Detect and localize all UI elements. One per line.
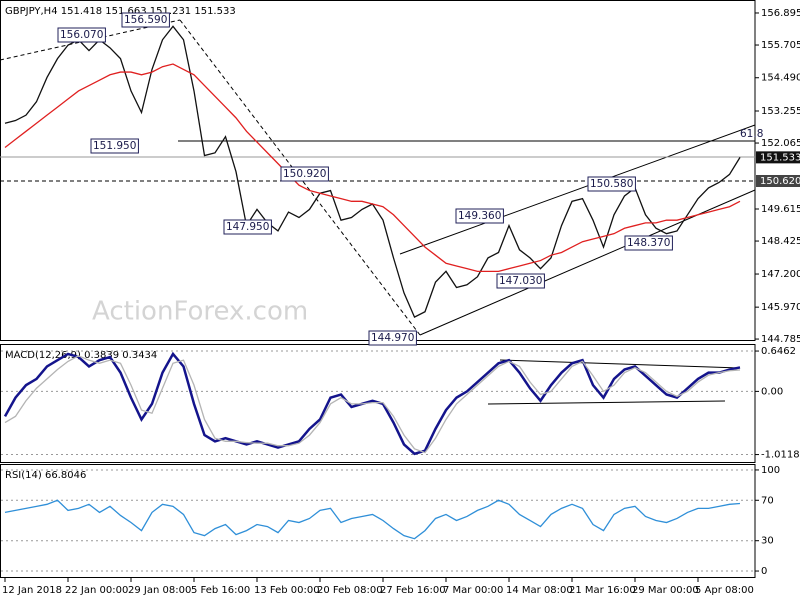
annotation: 144.970 [371, 332, 414, 344]
annotation: 156.590 [124, 14, 167, 26]
y-tick-label: 148.425 [761, 236, 800, 247]
series-line [4, 355, 741, 454]
annotation-box [624, 235, 673, 251]
annotation: 150.920 [283, 168, 326, 180]
x-tick-label: 7 Mar 00:00 [443, 585, 503, 596]
annotation-box [587, 176, 636, 192]
y-tick-label: 0.6462 [761, 346, 796, 357]
y-tick-label: 100 [761, 465, 780, 476]
annotation: 148.370 [627, 237, 670, 249]
annotation: 151.950 [93, 140, 136, 152]
annotation: 149.360 [458, 210, 501, 222]
macd-trend-line [487, 400, 726, 405]
annotation-box [223, 219, 272, 235]
x-tick-label: 14 Mar 08:00 [506, 585, 573, 596]
panel-title: GBPJPY,H4 151.418 151.663 151.231 151.53… [5, 6, 236, 17]
annotation-box [368, 330, 417, 346]
y-tick-label: 149.615 [761, 204, 800, 215]
x-tick-label: 5 Feb 16:00 [191, 585, 250, 596]
y-tick-label: 144.785 [761, 334, 800, 345]
x-tick-label: 13 Feb 00:00 [254, 585, 320, 596]
channel-line [399, 124, 756, 255]
annotation-box [496, 273, 545, 289]
annotation-box [121, 12, 170, 28]
y-tick-label: 145.970 [761, 302, 800, 313]
panel-title: MACD(12,26,9) 0.3839 0.3434 [5, 350, 157, 361]
annotation-box [57, 27, 106, 43]
x-tick-label: 29 Mar 00:00 [632, 585, 699, 596]
x-tick-label: 29 Jan 08:00 [128, 585, 191, 596]
y-tick-label: 153.255 [761, 106, 800, 117]
y-tick-label: 0.00 [761, 386, 783, 397]
y-tick-label: 70 [761, 495, 774, 506]
annotation-box [455, 208, 504, 224]
x-tick-label: 21 Mar 16:00 [569, 585, 636, 596]
macd-trend-line [499, 359, 741, 369]
price-tag-box [756, 175, 800, 187]
y-tick-label: 155.705 [761, 40, 800, 51]
annotation-box [90, 138, 139, 154]
trend-lines [0, 19, 756, 405]
x-tick-label: 27 Feb 16:00 [380, 585, 446, 596]
y-tick-label: 152.065 [761, 138, 800, 149]
x-tick-label: 22 Jan 00:00 [65, 585, 128, 596]
x-tick-label: 12 Jan 2018 [2, 585, 62, 596]
series-line [3, 351, 741, 456]
y-tick-label: 30 [761, 536, 774, 547]
y-tick-label: 0 [761, 566, 767, 577]
watermark: ActionForex.com [92, 297, 308, 327]
annotation-box [280, 166, 329, 182]
price-tag-box [756, 151, 800, 164]
annotation: 150.580 [590, 178, 633, 190]
price-tag: 151.533 [760, 152, 800, 163]
y-tick-label: 156.895 [761, 8, 800, 19]
y-tick-label: -1.0118 [761, 450, 800, 461]
panel-title: RSI(14) 66.8046 [5, 470, 86, 481]
annotation: 156.070 [60, 29, 103, 41]
x-tick-label: 5 Apr 08:00 [695, 585, 754, 596]
annotation: 61.8 [740, 128, 763, 140]
series-line [4, 63, 741, 272]
price-tag: 150.620 [760, 176, 800, 187]
x-tick-label: 20 Feb 08:00 [317, 585, 383, 596]
series-line [4, 499, 741, 540]
annotation: 147.030 [499, 275, 542, 287]
y-tick-label: 154.490 [761, 73, 800, 84]
annotation: 147.950 [226, 221, 269, 233]
rsi-panel [0, 464, 756, 578]
y-tick-label: 147.200 [761, 269, 800, 280]
